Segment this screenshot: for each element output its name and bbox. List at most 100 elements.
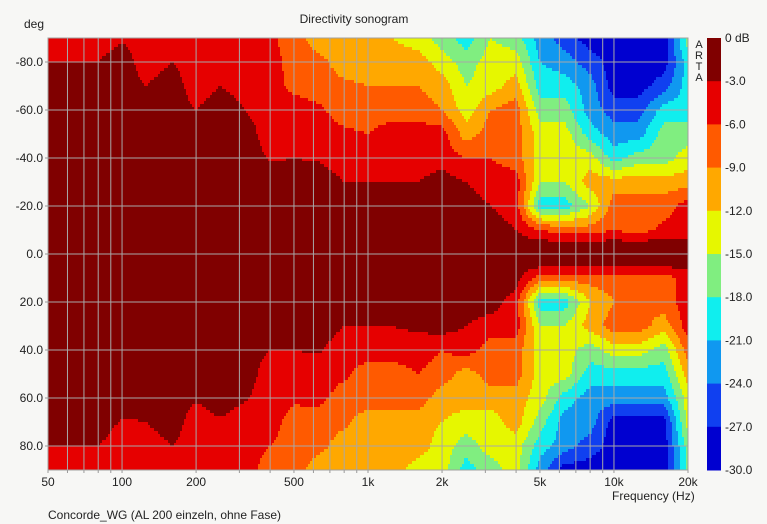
heat-cell [534,341,610,344]
heat-cell [294,404,300,407]
heat-cell [468,434,528,437]
heat-cell [324,347,480,350]
heat-cell [686,461,688,464]
heat-cell [476,371,522,374]
heat-cell [598,92,612,95]
heat-cell [584,176,610,179]
heat-cell [568,200,586,203]
colorbar-labels: 0 dB-3.0-6.0-9.0-12.0-15.0-18.0-21.0-24.… [725,31,753,477]
heat-cell [670,380,678,383]
heat-cell [474,38,490,41]
heat-cell [178,437,276,440]
heat-cell [48,275,522,278]
heat-cell [48,404,192,407]
heat-cell [576,311,588,314]
heat-cell [520,377,534,380]
heat-cell [520,455,530,458]
heat-cell [518,380,532,383]
heat-cell [644,110,656,113]
heat-cell [48,125,256,128]
heat-cell [448,416,500,419]
heat-cell [496,41,524,44]
heat-cell [594,80,608,83]
heat-cell [526,323,532,326]
heat-cell [586,113,606,116]
heat-cell [526,332,534,335]
heat-cell [596,209,608,212]
heat-cell [336,434,434,437]
heat-cell [48,386,254,389]
heat-cell [682,86,688,89]
heat-cell [680,449,686,452]
heat-cell [158,74,180,77]
heat-cell [440,47,464,50]
heat-cell [206,98,236,101]
heat-cell [330,65,434,68]
heat-cell [48,209,496,212]
heat-cell [532,380,560,383]
heat-cell [526,101,534,104]
heat-cell [326,398,428,401]
heat-cell [48,71,138,74]
heat-cell [518,230,548,233]
heat-cell [680,455,686,458]
heat-cell [544,425,558,428]
heat-cell [280,53,320,56]
heat-cell [520,326,526,329]
heat-cell [48,56,102,59]
heat-cell [678,203,688,206]
heat-cell [482,344,524,347]
heat-cell [300,404,320,407]
heat-cell [184,86,218,89]
heat-cell [588,329,610,332]
heat-cell [530,56,538,59]
heat-cell [520,467,528,470]
heat-cell [282,68,334,71]
heat-cell [100,59,134,62]
heat-cell [522,137,534,140]
heat-cell [678,308,688,311]
heat-cell [674,344,682,347]
heat-cell [456,101,480,104]
heat-cell [106,53,132,56]
heat-cell [164,437,178,440]
heat-cell [48,356,264,359]
heat-cell [572,362,590,365]
heat-cell [348,425,438,428]
heat-cell [48,302,502,305]
heat-cell [478,62,522,65]
heat-cell [666,218,688,221]
heat-cell [652,83,670,86]
heat-cell [134,59,282,62]
heat-cell [570,104,584,107]
heat-cell [600,146,650,149]
heat-cell [306,467,406,470]
heat-cell [684,68,688,71]
heat-cell [284,80,354,83]
heat-cell [440,422,504,425]
heat-cell [564,410,600,413]
heat-cell [48,461,260,464]
heat-cell [530,92,538,95]
heat-cell [502,302,518,305]
heat-cell [454,122,484,125]
heat-cell [668,335,678,338]
heat-cell [440,107,458,110]
heat-cell [596,83,608,86]
heat-cell [446,77,464,80]
heat-cell [266,449,324,452]
heat-cell [608,137,640,140]
heat-cell [534,140,574,143]
heat-cell [652,119,688,122]
heat-cell [476,440,524,443]
heat-cell [534,179,582,182]
heat-cell [568,305,578,308]
heat-cell [498,212,520,215]
heat-cell [538,299,568,302]
heat-cell [424,452,452,455]
heat-cell [290,407,420,410]
heat-cell [274,440,330,443]
heat-cell [684,395,688,398]
heat-cell [678,440,684,443]
heat-cell [48,53,106,56]
